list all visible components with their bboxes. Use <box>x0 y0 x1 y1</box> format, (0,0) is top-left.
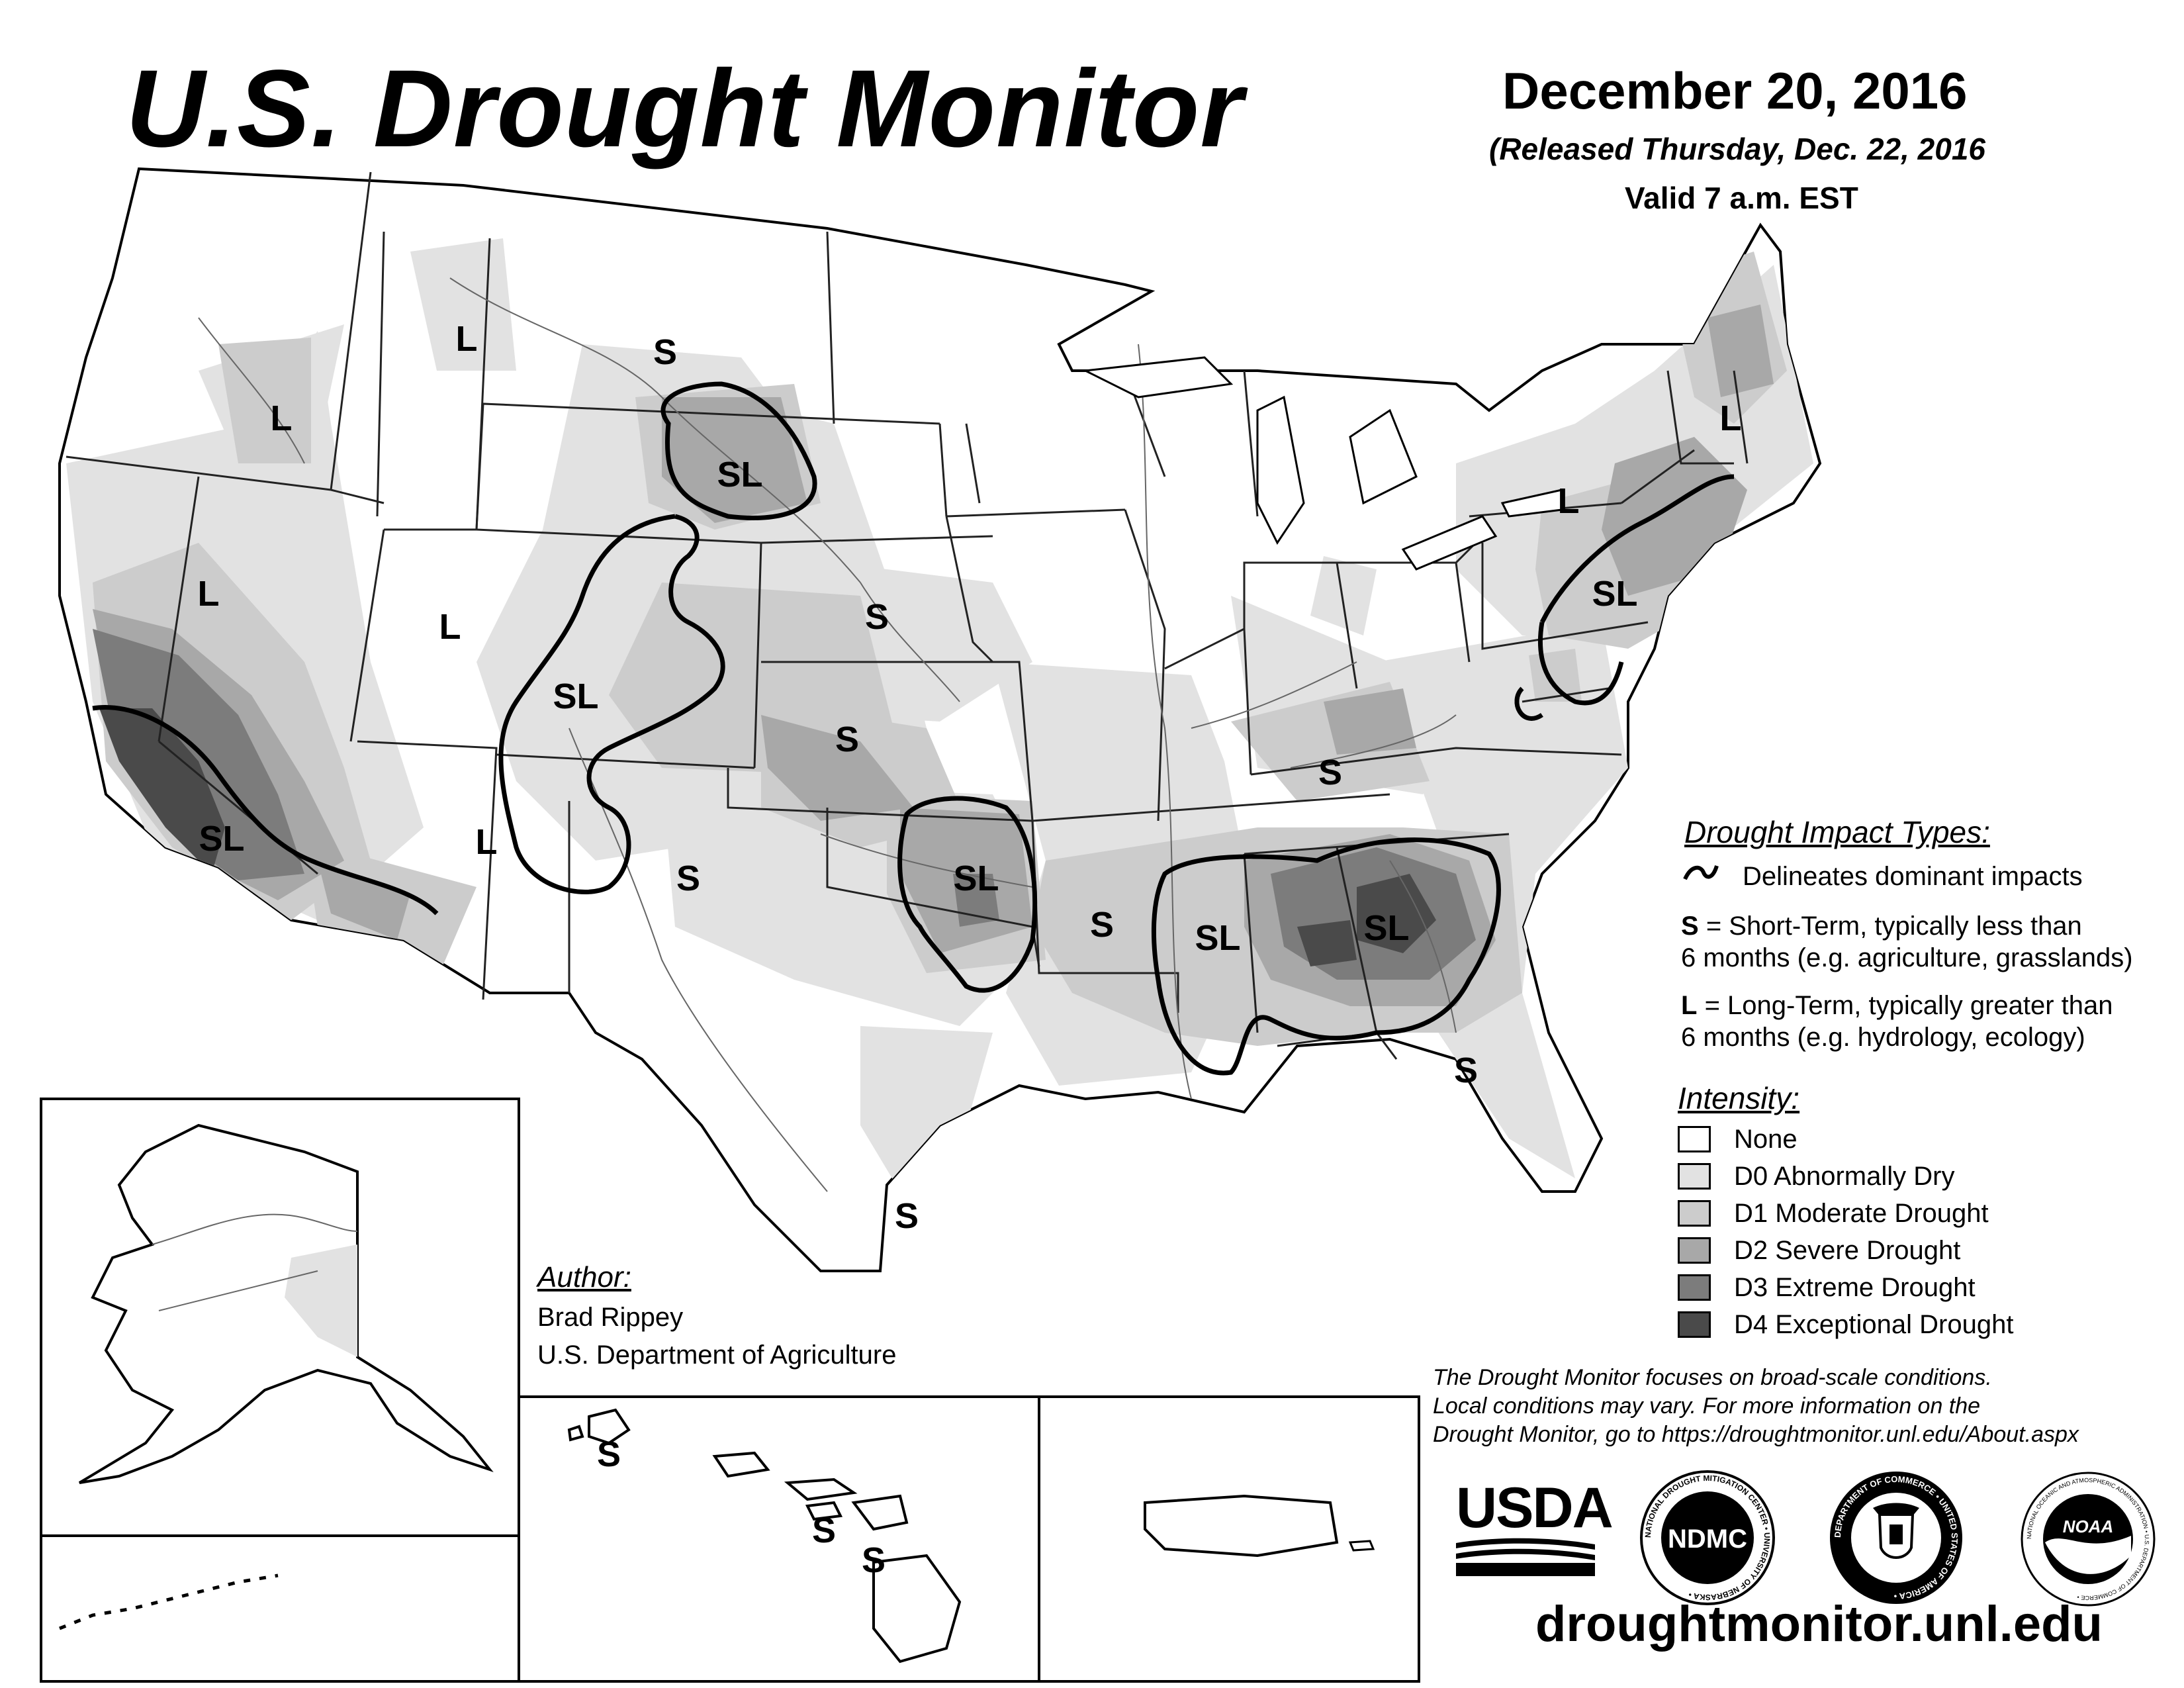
release-date: (Released Thursday, Dec. 22, 2016 <box>1489 132 1986 166</box>
noaa-logo-text: NOAA <box>2063 1517 2114 1536</box>
intensity-label: D2 Severe Drought <box>1734 1236 1961 1265</box>
map-label: S <box>812 1511 836 1550</box>
hawaii-islands <box>567 1408 962 1664</box>
long-term-key: L <box>1681 991 1698 1020</box>
disclaimer-line: The Drought Monitor focuses on broad-sca… <box>1433 1365 1992 1390</box>
map-label: L <box>1558 481 1580 521</box>
impact-labels: L L S SL L L L SL SL L S S S SL S S SL S… <box>198 319 1742 1580</box>
map-label: L <box>1720 399 1742 438</box>
map-label: SL <box>717 455 762 494</box>
intensity-label: None <box>1734 1125 1797 1154</box>
map-label: SL <box>199 819 244 859</box>
intensity-swatch-d0 <box>1678 1163 1711 1190</box>
alaska-rivers <box>152 1213 358 1311</box>
aleutian-inset-frame <box>40 1534 520 1683</box>
author-heading: Author: <box>537 1261 631 1293</box>
intensity-label: D3 Extreme Drought <box>1734 1273 1976 1302</box>
usda-logo-mark <box>1456 1538 1595 1576</box>
map-label: SL <box>953 859 999 898</box>
noaa-logo: NATIONAL OCEANIC AND ATMOSPHERIC ADMINIS… <box>2021 1472 2156 1607</box>
great-lakes <box>1081 356 1563 571</box>
map-label: L <box>439 607 461 647</box>
puerto-rico-outline <box>1144 1494 1339 1558</box>
map-label: S <box>597 1434 621 1474</box>
hawaii-inset-frame <box>518 1395 1040 1683</box>
map-label: S <box>865 597 889 637</box>
author-name: Brad Rippey <box>537 1303 684 1332</box>
impact-delineations <box>92 381 1735 1076</box>
intensity-swatch-none <box>1678 1126 1711 1152</box>
map-label: S <box>862 1540 886 1580</box>
map-label: SL <box>1592 574 1637 614</box>
map-label: L <box>456 319 478 359</box>
intensity-swatch-d1 <box>1678 1200 1711 1227</box>
map-label: L <box>271 399 293 438</box>
intensity-label: D4 Exceptional Drought <box>1734 1310 2014 1339</box>
aleutian-islands <box>59 1573 279 1630</box>
map-label: L <box>476 822 498 862</box>
site-url[interactable]: droughtmonitor.unl.edu <box>1535 1596 2103 1652</box>
long-term-line2: 6 months (e.g. hydrology, ecology) <box>1681 1023 2085 1052</box>
alaska-d0 <box>285 1244 357 1357</box>
ndmc-logo-text: NDMC <box>1668 1524 1747 1554</box>
map-label: S <box>676 859 700 898</box>
map-label: SL <box>1195 918 1240 958</box>
map-label: S <box>1090 905 1114 945</box>
disclaimer-line: Local conditions may vary. For more info… <box>1433 1393 1981 1419</box>
d4-areas <box>99 708 1436 966</box>
short-term-line1: S = Short-Term, typically less than <box>1681 910 2082 942</box>
disclaimer-line: Drought Monitor, go to https://droughtmo… <box>1433 1422 2079 1447</box>
intensity-label: D0 Abnormally Dry <box>1734 1162 1955 1191</box>
impact-legend-heading: Drought Impact Types: <box>1684 815 1990 849</box>
long-term-line1: L = Long-Term, typically greater than <box>1681 990 2113 1021</box>
usda-logo-text: USDA <box>1456 1476 1614 1540</box>
page-title: U.S. Drought Monitor <box>126 48 1244 170</box>
author-org: U.S. Department of Agriculture <box>537 1340 897 1370</box>
intensity-swatch-d4 <box>1678 1311 1711 1338</box>
map-label: S <box>653 332 677 372</box>
map-label: S <box>835 720 859 759</box>
intensity-swatch-d3 <box>1678 1274 1711 1301</box>
short-term-key: S <box>1681 912 1699 941</box>
valid-time: Valid 7 a.m. EST <box>1625 181 1858 215</box>
intensity-label: D1 Moderate Drought <box>1734 1199 1989 1228</box>
map-label: L <box>198 574 220 614</box>
map-label: SL <box>1363 908 1409 948</box>
map-label: S <box>895 1196 919 1236</box>
map-label: SL <box>553 677 598 716</box>
vieques <box>1348 1540 1375 1552</box>
rivers <box>198 277 1457 1192</box>
ndmc-logo: NATIONAL DROUGHT MITIGATION CENTER • UNI… <box>1640 1470 1775 1605</box>
map-date: December 20, 2016 <box>1502 62 1968 120</box>
intensity-legend-heading: Intensity: <box>1678 1081 1800 1115</box>
delineates-text: Delineates dominant impacts <box>1743 862 2083 891</box>
short-term-line2: 6 months (e.g. agriculture, grasslands) <box>1681 943 2133 972</box>
intensity-swatch-d2 <box>1678 1237 1711 1264</box>
long-term-desc: = Long-Term, typically greater than <box>1704 991 2113 1020</box>
map-label: S <box>1318 753 1342 792</box>
disclaimer: The Drought Monitor focuses on broad-sca… <box>1433 1364 2079 1449</box>
short-term-desc: = Short-Term, typically less than <box>1706 912 2082 941</box>
usda-logo: USDA <box>1456 1476 1614 1576</box>
map-label: S <box>1454 1051 1478 1090</box>
map-label: L <box>1720 399 1742 438</box>
delineation-line-icon <box>1683 865 1719 880</box>
doc-seal: DEPARTMENT OF COMMERCE • UNITED STATES O… <box>1830 1472 1962 1604</box>
